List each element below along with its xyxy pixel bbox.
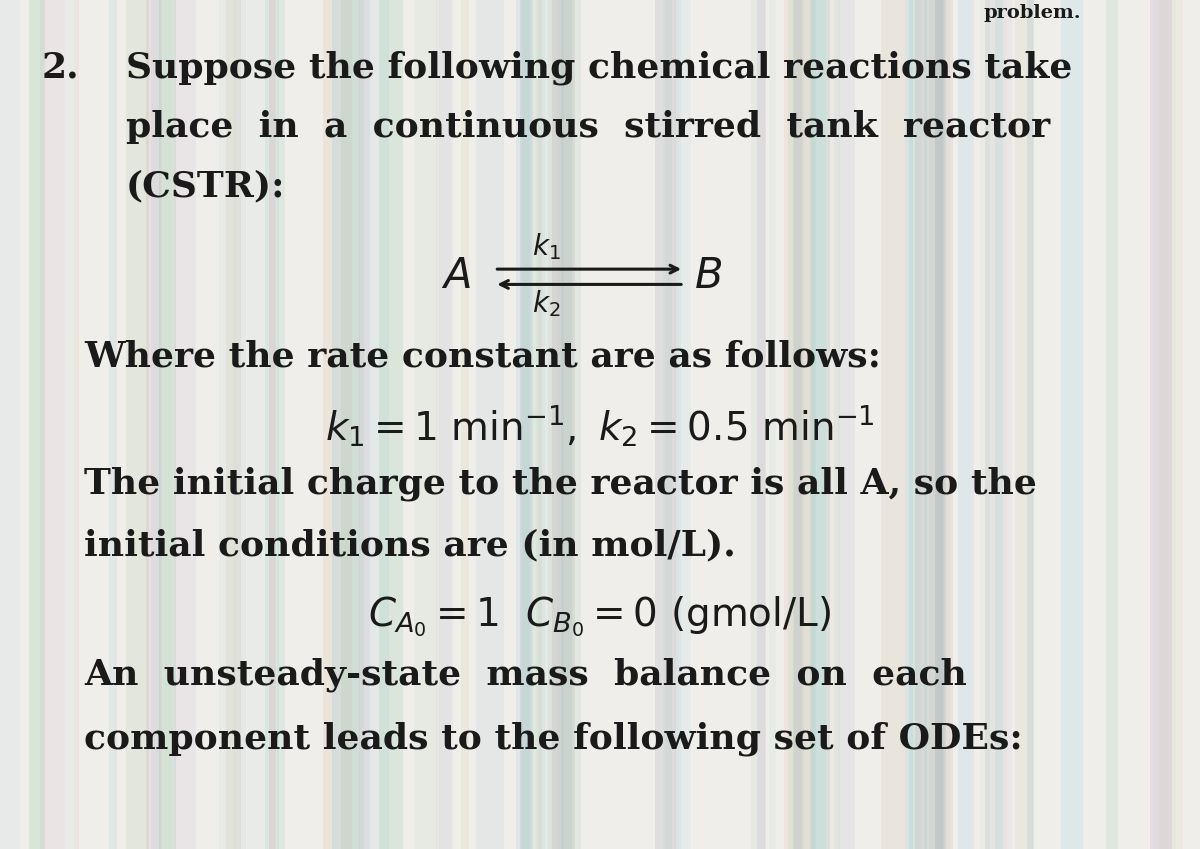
Bar bbox=[654, 0, 674, 849]
Bar bbox=[810, 0, 829, 849]
Text: $k_1$: $k_1$ bbox=[532, 231, 560, 261]
Bar bbox=[158, 0, 176, 849]
Bar bbox=[935, 0, 947, 849]
Text: $k_1 = 1\ \mathrm{min}^{-1},\ k_2 = 0.5\ \mathrm{min}^{-1}$: $k_1 = 1\ \mathrm{min}^{-1},\ k_2 = 0.5\… bbox=[325, 403, 875, 448]
Bar bbox=[145, 0, 162, 849]
Bar bbox=[1159, 0, 1183, 849]
Text: $k_2$: $k_2$ bbox=[532, 289, 560, 319]
Bar bbox=[521, 0, 533, 849]
Bar bbox=[794, 0, 814, 849]
Text: initial conditions are (in mol/L).: initial conditions are (in mol/L). bbox=[84, 528, 736, 562]
Bar bbox=[520, 0, 529, 849]
Bar bbox=[461, 0, 468, 849]
Bar bbox=[323, 0, 352, 849]
Bar bbox=[536, 0, 545, 849]
Bar bbox=[552, 0, 575, 849]
Bar bbox=[151, 0, 161, 849]
Bar bbox=[812, 0, 826, 849]
Text: $B$: $B$ bbox=[694, 255, 722, 296]
Bar bbox=[126, 0, 149, 849]
Text: The initial charge to the reactor is all A, so the: The initial charge to the reactor is all… bbox=[84, 467, 1037, 502]
Bar bbox=[109, 0, 116, 849]
Text: component leads to the following set of ODEs:: component leads to the following set of … bbox=[84, 722, 1022, 756]
Bar bbox=[788, 0, 816, 849]
Bar bbox=[1061, 0, 1082, 849]
Bar bbox=[332, 0, 360, 849]
Bar bbox=[538, 0, 564, 849]
Bar bbox=[937, 0, 950, 849]
Bar bbox=[882, 0, 906, 849]
Bar bbox=[66, 0, 74, 849]
Bar bbox=[655, 0, 676, 849]
Bar bbox=[548, 0, 572, 849]
Bar bbox=[1015, 0, 1033, 849]
Bar bbox=[935, 0, 953, 849]
Bar bbox=[360, 0, 390, 849]
Bar bbox=[665, 0, 672, 849]
Bar bbox=[995, 0, 1003, 849]
Bar bbox=[414, 0, 437, 849]
Text: (CSTR):: (CSTR): bbox=[126, 170, 286, 204]
Bar bbox=[265, 0, 280, 849]
Bar bbox=[838, 0, 854, 849]
Bar bbox=[341, 0, 364, 849]
Bar bbox=[437, 0, 452, 849]
Bar bbox=[985, 0, 990, 849]
Bar bbox=[1153, 0, 1176, 849]
Bar bbox=[227, 0, 241, 849]
Bar bbox=[910, 0, 926, 849]
Bar bbox=[924, 0, 943, 849]
Text: $C_{A_0} =1\ \ C_{B_0} =0\ \mathrm{(gmol/L)}$: $C_{A_0} =1\ \ C_{B_0} =0\ \mathrm{(gmol… bbox=[368, 594, 832, 638]
Bar bbox=[905, 0, 922, 849]
Bar bbox=[163, 0, 172, 849]
Text: Suppose the following chemical reactions take: Suppose the following chemical reactions… bbox=[126, 51, 1073, 86]
Text: problem.: problem. bbox=[984, 4, 1081, 22]
Bar bbox=[439, 0, 451, 849]
Bar bbox=[906, 0, 913, 849]
Bar bbox=[74, 0, 79, 849]
Bar bbox=[914, 0, 943, 849]
Text: place  in  a  continuous  stirred  tank  reactor: place in a continuous stirred tank react… bbox=[126, 110, 1050, 144]
Bar bbox=[269, 0, 276, 849]
Bar bbox=[958, 0, 973, 849]
Bar bbox=[1026, 0, 1034, 849]
Bar bbox=[674, 0, 691, 849]
Bar bbox=[277, 0, 284, 849]
Bar bbox=[985, 0, 1013, 849]
Bar bbox=[1106, 0, 1118, 849]
Bar bbox=[476, 0, 504, 849]
Bar bbox=[234, 0, 246, 849]
Bar bbox=[30, 0, 44, 849]
Bar bbox=[522, 0, 541, 849]
Bar bbox=[769, 0, 776, 849]
Bar bbox=[929, 0, 946, 849]
Text: 2.: 2. bbox=[42, 51, 79, 85]
Text: $A$: $A$ bbox=[442, 255, 470, 296]
Bar bbox=[980, 0, 1006, 849]
Bar bbox=[558, 0, 574, 849]
Bar bbox=[676, 0, 682, 849]
Bar bbox=[0, 0, 19, 849]
Bar bbox=[174, 0, 197, 849]
Bar bbox=[516, 0, 533, 849]
Bar bbox=[793, 0, 803, 849]
Bar bbox=[834, 0, 840, 849]
Text: An  unsteady‐state  mass  balance  on  each: An unsteady‐state mass balance on each bbox=[84, 658, 967, 693]
Bar bbox=[751, 0, 764, 849]
Bar bbox=[40, 0, 65, 849]
Bar bbox=[247, 0, 268, 849]
Bar bbox=[826, 0, 854, 849]
Text: Where the rate constant are as follows:: Where the rate constant are as follows: bbox=[84, 340, 881, 374]
Bar bbox=[220, 0, 235, 849]
Bar bbox=[379, 0, 403, 849]
Bar bbox=[785, 0, 804, 849]
Bar bbox=[664, 0, 679, 849]
Bar bbox=[359, 0, 371, 849]
Bar bbox=[757, 0, 766, 849]
Bar bbox=[560, 0, 581, 849]
Bar bbox=[1151, 0, 1171, 849]
